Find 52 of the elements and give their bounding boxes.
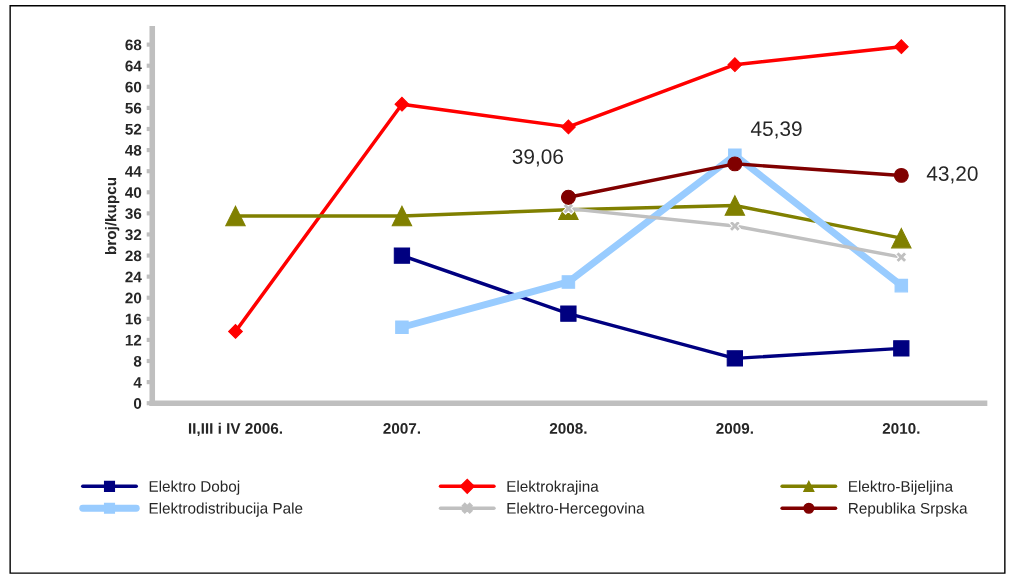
point	[225, 205, 246, 227]
point	[893, 167, 909, 183]
point	[393, 247, 411, 264]
data-label: 43,20	[926, 166, 978, 184]
y-tick-label: 52	[125, 123, 142, 135]
x-tick-label: 2010.	[882, 423, 920, 434]
point	[727, 156, 743, 172]
y-tick-label: 20	[125, 292, 142, 304]
legend-label: Republika Srpska	[849, 502, 968, 517]
legend-label: Elektro Doboj	[149, 480, 240, 495]
legend-label: Elektrodistribucija Pale	[149, 502, 303, 517]
point	[395, 320, 409, 335]
point	[561, 275, 576, 289]
x-tick-label: 2007.	[383, 423, 421, 434]
data-label: 39,06	[512, 149, 563, 167]
point	[394, 96, 410, 112]
y-tick-label: 12	[125, 334, 142, 346]
y-tick-label: 24	[125, 271, 142, 283]
y-tick-label: 40	[125, 187, 142, 198]
point	[561, 119, 576, 135]
y-tick-label: 60	[125, 81, 142, 93]
point	[893, 39, 909, 55]
legend-label: Elektrokrajina	[507, 480, 599, 495]
legend-label: Elektro-Bijeljina	[849, 480, 954, 495]
point	[560, 305, 577, 322]
y-tick-label: 28	[125, 250, 142, 262]
x-tick-label: 2009.	[716, 423, 753, 434]
point	[228, 324, 243, 339]
point	[894, 278, 909, 293]
point	[726, 350, 744, 367]
x-tick-label: II,III i IV 2006.	[188, 422, 282, 437]
y-tick-label: 36	[125, 208, 142, 220]
y-tick-label: 68	[125, 39, 142, 51]
y-tick-label: 44	[125, 166, 142, 177]
legend-label: Elektro-Hercegovina	[507, 502, 645, 517]
point	[391, 205, 413, 227]
point	[891, 227, 912, 249]
y-tick-label: 16	[125, 313, 142, 325]
point	[893, 340, 910, 357]
y-tick-label: 64	[125, 60, 142, 72]
y-tick-label: 0	[133, 398, 142, 409]
y-tick-label: 48	[125, 144, 142, 156]
y-tick-label: 32	[125, 229, 142, 241]
data-label: 45,39	[750, 121, 802, 139]
x-tick-label: 2008.	[549, 423, 587, 434]
y-tick-label: 8	[133, 355, 142, 367]
y-tick-label: 56	[125, 102, 142, 114]
point	[724, 195, 746, 216]
point	[727, 57, 743, 73]
y-tick-label: 4	[133, 377, 142, 388]
point	[560, 189, 576, 205]
y-axis-title: broj/kupcu	[105, 177, 120, 255]
